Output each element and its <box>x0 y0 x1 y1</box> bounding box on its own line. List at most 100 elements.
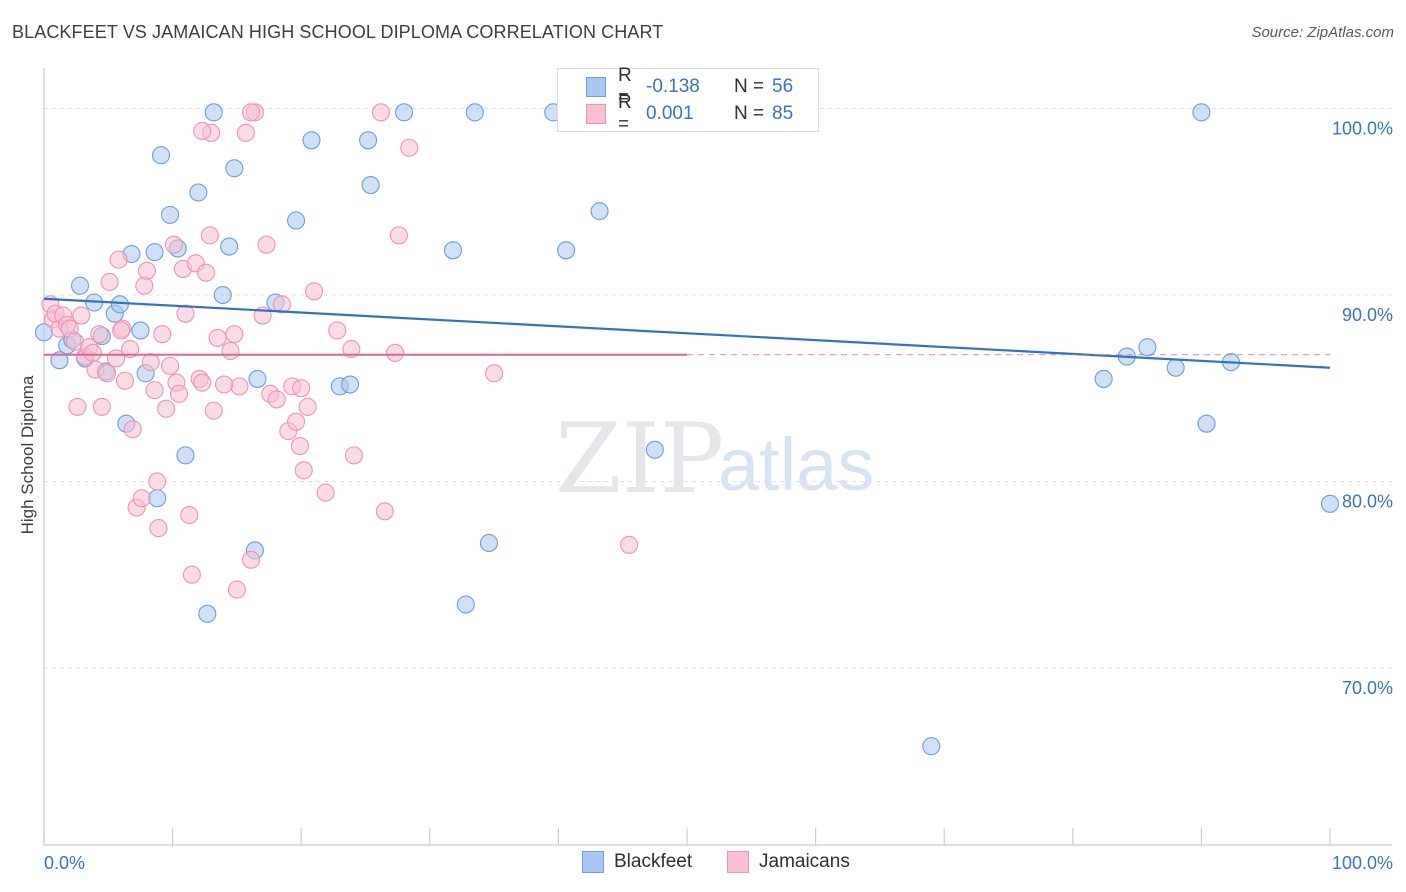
jamaicans-point <box>620 535 639 554</box>
bottom-legend: Blackfeet Jamaicans <box>0 851 1406 877</box>
n-value: 56 <box>772 76 794 97</box>
blackfeet-point <box>213 285 232 305</box>
jamaicans-point <box>287 412 306 431</box>
jamaicans-point <box>123 420 142 439</box>
blackfeet-point <box>220 237 239 256</box>
jamaicans-point <box>180 505 199 525</box>
jamaicans-point <box>193 373 212 392</box>
jamaicans-point <box>149 519 168 538</box>
jamaicans-point <box>100 272 119 292</box>
jamaicans-point <box>68 397 87 416</box>
jamaicans-point <box>97 364 117 383</box>
jamaicans-point <box>132 489 151 508</box>
jamaicans-point <box>230 377 249 396</box>
blackfeet-point <box>160 205 180 224</box>
stats-legend-box: R = -0.138 N = 56 R = 0.001 N = 85 <box>557 65 819 135</box>
jamaicans-swatch <box>727 851 749 873</box>
n-label: N = <box>734 76 765 97</box>
jamaicans-point <box>298 397 317 416</box>
chart-title: BLACKFEET VS JAMAICAN HIGH SCHOOL DIPLOM… <box>12 22 664 42</box>
jamaicans-point <box>344 446 363 465</box>
jamaicans-point <box>221 341 240 361</box>
jamaicans-point <box>241 103 261 122</box>
jamaicans-point <box>148 472 167 491</box>
jamaicans-point <box>169 384 189 403</box>
blackfeet-point <box>341 375 360 394</box>
blackfeet-point <box>287 211 306 230</box>
jamaicans-point <box>292 379 311 398</box>
jamaicans-point <box>157 399 176 418</box>
r-label: R = <box>618 65 632 108</box>
blackfeet-point <box>248 369 267 388</box>
blackfeet-point <box>148 489 167 508</box>
jamaicans-point <box>196 263 216 282</box>
source-label: Source: ZipAtlas.com <box>1251 24 1394 41</box>
jamaicans-point <box>214 375 234 394</box>
blackfeet-point <box>1094 369 1113 388</box>
blackfeet-point <box>131 321 150 340</box>
blackfeet-point <box>1166 358 1185 377</box>
jamaicans-point <box>225 325 244 344</box>
blackfeet-point <box>151 146 171 165</box>
jamaicans-point <box>386 343 405 362</box>
jamaicans-point <box>272 295 291 314</box>
blackfeet-point <box>70 276 90 295</box>
jamaicans-point <box>160 356 180 375</box>
blackfeet-swatch <box>582 851 604 873</box>
watermark-atlas: atlas <box>718 423 874 506</box>
blackfeet-point <box>302 131 321 150</box>
stats-row-blackfeet: R = -0.138 N = 56 <box>558 65 794 108</box>
jamaicans-swatch <box>586 104 606 124</box>
blackfeet-point <box>145 243 164 262</box>
r-value: 0.001 <box>646 103 694 124</box>
blackfeet-point <box>645 440 664 459</box>
jamaicans-point <box>267 390 286 409</box>
jamaicans-point <box>236 123 255 142</box>
y-tick-label: 70.0% <box>1342 678 1393 698</box>
n-label: N = <box>734 103 765 124</box>
jamaicans-point <box>137 261 156 280</box>
jamaicans-point <box>72 306 91 325</box>
blackfeet-point <box>359 131 378 150</box>
jamaicans-point <box>257 235 276 254</box>
blackfeet-point <box>176 446 195 465</box>
jamaicans-point <box>371 103 390 122</box>
jamaicans-point <box>176 304 195 323</box>
jamaicans-point <box>145 381 164 400</box>
blackfeet-point <box>225 159 244 178</box>
legend-label-jamaicans: Jamaicans <box>759 851 850 872</box>
x-tick-label-min: 0.0% <box>44 853 85 873</box>
jamaicans-point <box>83 343 102 362</box>
jamaicans-point <box>227 580 246 599</box>
blackfeet-point <box>479 533 499 553</box>
blackfeet-point <box>590 202 609 221</box>
blackfeet-point <box>395 103 414 122</box>
jamaicans-point <box>90 325 109 344</box>
blackfeet-point <box>443 241 462 260</box>
jamaicans-point <box>135 276 154 295</box>
jamaicans-point <box>342 340 361 359</box>
jamaicans-point <box>328 321 347 340</box>
blackfeet-point <box>189 183 208 202</box>
blackfeet-point <box>1138 338 1157 357</box>
jamaicans-point <box>112 321 131 340</box>
jamaicans-point <box>389 226 408 245</box>
n-value: 85 <box>772 103 794 124</box>
y-tick-label: 100.0% <box>1332 119 1393 139</box>
blackfeet-point <box>361 175 380 195</box>
blackfeet-point <box>204 103 223 122</box>
legend-item-jamaicans[interactable]: Jamaicans <box>727 851 850 873</box>
legend-label-blackfeet: Blackfeet <box>614 851 693 872</box>
blackfeet-point <box>922 737 941 756</box>
stats-row-jamaicans: R = 0.001 N = 85 <box>558 92 794 135</box>
blackfeet-point <box>110 295 129 314</box>
jamaicans-point <box>109 250 128 269</box>
jamaicans-point <box>400 138 419 157</box>
jamaicans-point <box>141 353 160 372</box>
jamaicans-point <box>121 340 140 359</box>
jamaicans-point <box>485 364 504 383</box>
blackfeet-point <box>456 595 475 614</box>
legend-item-blackfeet[interactable]: Blackfeet <box>582 851 692 873</box>
blackfeet-point <box>1192 103 1211 122</box>
watermark-zip: ZIP <box>555 403 724 515</box>
